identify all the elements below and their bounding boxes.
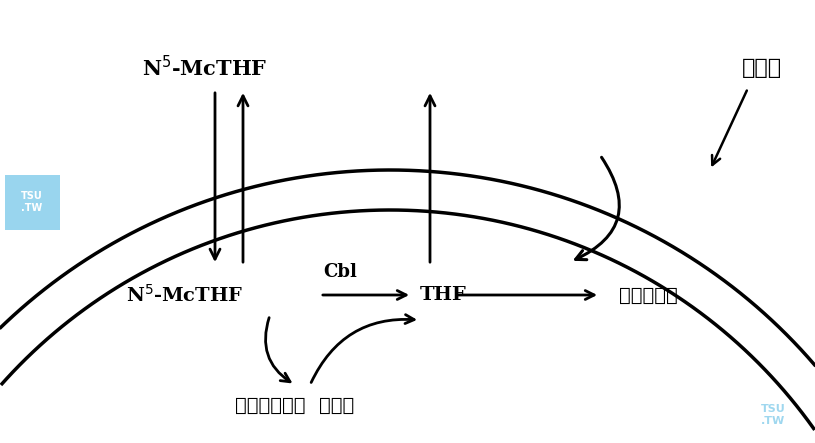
Text: 结合的叶酸: 结合的叶酸 <box>619 285 677 304</box>
Text: TSU
.TW: TSU .TW <box>760 404 786 426</box>
Bar <box>5 175 60 230</box>
Text: N$^5$-McTHF: N$^5$-McTHF <box>143 55 267 81</box>
FancyArrowPatch shape <box>311 315 414 382</box>
Text: Cbl: Cbl <box>323 263 357 281</box>
FancyArrowPatch shape <box>266 318 290 382</box>
Text: THF: THF <box>420 286 466 304</box>
Text: 细胞膜: 细胞膜 <box>742 58 782 78</box>
FancyArrowPatch shape <box>575 157 619 260</box>
Text: TSU
.TW: TSU .TW <box>21 191 43 213</box>
Text: N$^5$-McTHF: N$^5$-McTHF <box>126 284 244 306</box>
Text: 同型半胱氨酸  蛋氨酸: 同型半胱氨酸 蛋氨酸 <box>236 396 355 415</box>
